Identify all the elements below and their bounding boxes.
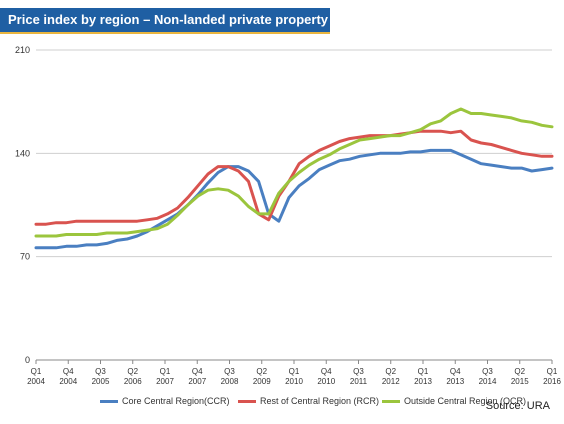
x-tick-label-quarter: Q3 <box>95 367 106 376</box>
legend-label-ccr: Core Central Region(CCR) <box>122 396 230 406</box>
chart-title: Price index by region – Non-landed priva… <box>0 8 330 32</box>
x-tick-label-year: 2007 <box>156 377 174 386</box>
x-tick-label-year: 2008 <box>221 377 239 386</box>
y-tick-label: 0 <box>25 355 30 365</box>
series-line-ocr <box>34 107 554 238</box>
x-tick-label-quarter: Q3 <box>353 367 364 376</box>
x-tick-label-year: 2016 <box>543 377 561 386</box>
x-tick-label-quarter: Q1 <box>31 367 42 376</box>
x-tick-label-quarter: Q4 <box>321 367 332 376</box>
x-tick-label-year: 2010 <box>285 377 303 386</box>
x-tick-label-quarter: Q1 <box>160 367 171 376</box>
x-tick-label-quarter: Q1 <box>547 367 558 376</box>
x-tick-label-year: 2014 <box>479 377 497 386</box>
legend-item-rcr: Rest of Central Region (RCR) <box>238 396 379 406</box>
x-tick-label-year: 2009 <box>253 377 271 386</box>
x-tick-label-year: 2013 <box>446 377 464 386</box>
x-tick-label-quarter: Q4 <box>450 367 461 376</box>
legend-swatch-ccr <box>100 400 118 404</box>
chart-legend: Core Central Region(CCR) Rest of Central… <box>100 396 530 412</box>
x-tick-label-quarter: Q2 <box>256 367 267 376</box>
series-line-ccr <box>34 148 554 250</box>
legend-swatch-ocr <box>382 400 400 404</box>
x-tick-label-quarter: Q4 <box>192 367 203 376</box>
series-line-rcr <box>34 129 554 226</box>
x-tick-label-quarter: Q2 <box>385 367 396 376</box>
legend-label-ocr: Outside Central Region (OCR) <box>404 396 527 406</box>
x-tick-label-year: 2006 <box>124 377 142 386</box>
y-tick-label: 70 <box>20 252 30 262</box>
legend-swatch-rcr <box>238 400 256 404</box>
x-tick-label-quarter: Q3 <box>224 367 235 376</box>
x-tick-label-quarter: Q1 <box>289 367 300 376</box>
x-tick-label-year: 2012 <box>382 377 400 386</box>
x-tick-label-quarter: Q2 <box>514 367 525 376</box>
y-tick-label: 140 <box>15 148 30 158</box>
title-underline <box>0 32 330 34</box>
x-tick-label-year: 2007 <box>188 377 206 386</box>
source-note: Source: URA <box>485 400 550 412</box>
x-tick-label-year: 2010 <box>317 377 335 386</box>
x-tick-label-year: 2005 <box>92 377 110 386</box>
x-tick-label-quarter: Q2 <box>127 367 138 376</box>
x-tick-label-year: 2013 <box>414 377 432 386</box>
legend-item-ocr: Outside Central Region (OCR) <box>382 396 526 406</box>
x-tick-label-quarter: Q4 <box>63 367 74 376</box>
y-tick-label: 210 <box>15 45 30 55</box>
x-tick-label-year: 2011 <box>350 377 368 386</box>
x-tick-label-year: 2015 <box>511 377 529 386</box>
x-tick-label-quarter: Q3 <box>482 367 493 376</box>
legend-label-rcr: Rest of Central Region (RCR) <box>260 396 380 406</box>
x-tick-label-quarter: Q1 <box>418 367 429 376</box>
x-tick-label-year: 2004 <box>59 377 77 386</box>
legend-item-ccr: Core Central Region(CCR) <box>100 396 230 406</box>
x-tick-label-year: 2004 <box>27 377 45 386</box>
